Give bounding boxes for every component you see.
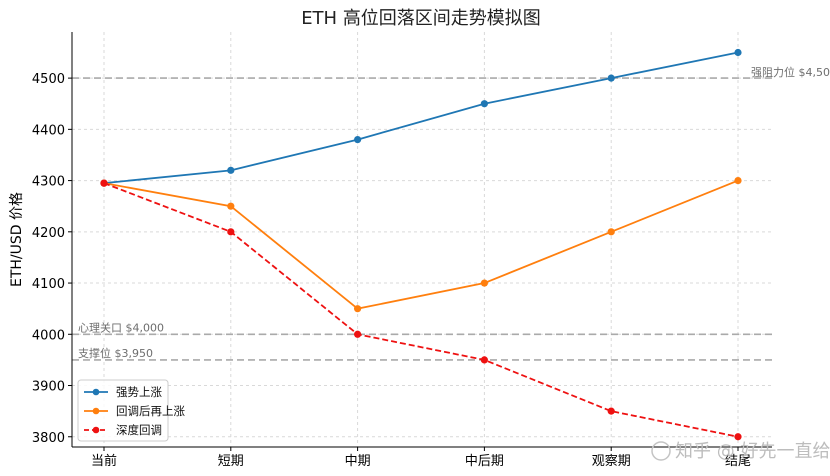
x-tick-label: 结尾 (725, 454, 751, 469)
y-axis-label: ETH/USD 价格 (9, 192, 25, 287)
data-point (354, 330, 362, 338)
y-tick-label: 3800 (32, 431, 65, 446)
data-point (227, 166, 235, 174)
reference-label: 支撑位 $3,950 (78, 346, 153, 360)
series-line (103, 51, 739, 185)
data-point (607, 228, 615, 236)
data-point (734, 433, 742, 441)
data-point (607, 74, 615, 82)
series-line (103, 179, 739, 310)
y-tick-label: 4000 (32, 328, 65, 343)
data-point (607, 407, 615, 415)
data-point (227, 228, 235, 236)
zhihu-logo-icon (651, 441, 671, 461)
x-tick-label: 短期 (218, 454, 244, 469)
chart-title: ETH 高位回落区间走势模拟图 (301, 8, 541, 29)
legend-swatch-marker (92, 407, 100, 415)
y-tick-label: 4300 (32, 175, 65, 190)
data-point (734, 48, 742, 57)
y-tick-label: 4400 (32, 123, 65, 138)
data-point (480, 356, 488, 364)
reference-label: 心理关口 $4,000 (78, 320, 164, 334)
data-point (100, 179, 108, 187)
legend-box (77, 379, 169, 442)
y-tick-label: 4100 (32, 277, 65, 292)
y-tick-label: 4500 (32, 72, 65, 87)
data-point (480, 100, 488, 108)
legend-swatch-marker (92, 426, 100, 434)
legend-item-label: 强势上涨 (116, 385, 162, 399)
series-line (103, 182, 739, 438)
data-point (354, 305, 362, 313)
x-tick-label: 中后期 (465, 454, 504, 469)
y-tick-label: 4200 (32, 226, 65, 241)
legend-item-label: 回调后再上涨 (116, 404, 185, 418)
y-tick-label: 3900 (32, 380, 65, 395)
x-tick-label: 中期 (345, 454, 371, 469)
data-point (480, 279, 488, 287)
x-tick-label: 观察期 (592, 454, 631, 469)
legend-item-label: 深度回调 (116, 423, 162, 437)
data-point (227, 202, 235, 210)
watermark-text: 知乎 @ 好先一直给 (675, 441, 830, 462)
data-point (734, 176, 742, 185)
legend-swatch-marker (92, 388, 100, 396)
x-tick-label: 当前 (91, 453, 117, 469)
reference-label: 强阻力位 $4,500 (751, 65, 830, 79)
data-point (354, 135, 362, 144)
